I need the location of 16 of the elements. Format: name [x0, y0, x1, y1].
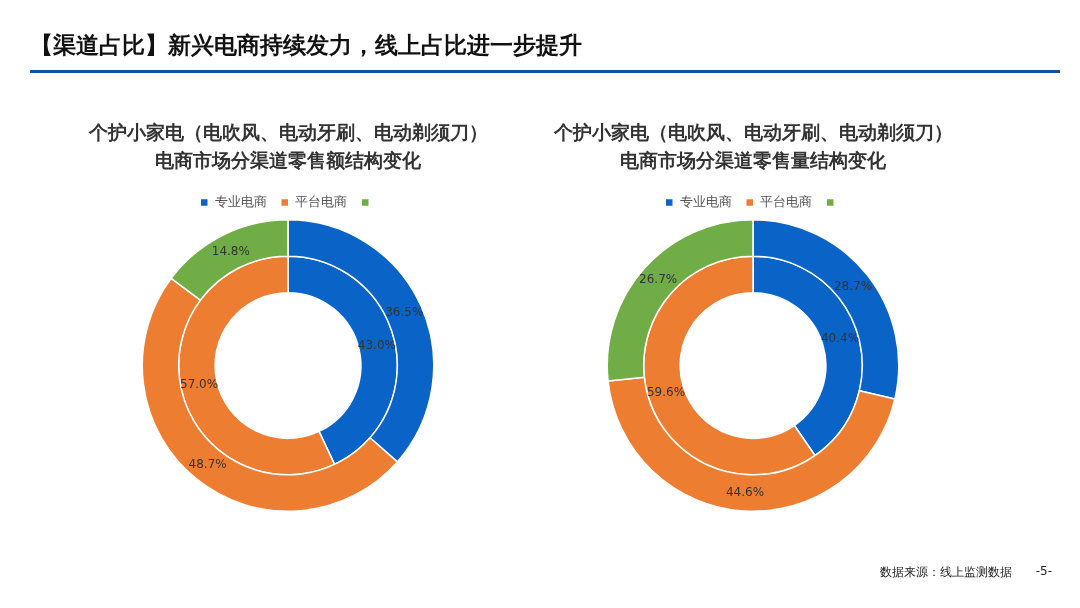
text: -5-	[1035, 564, 1052, 580]
legend-label: 专业电商	[679, 193, 732, 209]
chart-title: 个护小家电（电吹风、电动牙刷、电动剃须刀）电商市场分渠道零售量结构变化	[553, 120, 953, 173]
data-label: 59.6%	[646, 384, 686, 399]
data-label: 14.8%	[211, 243, 250, 258]
legend-label: 平台电商	[295, 193, 348, 209]
text: 【渠道占比】新兴电商持续发力，线上占比进一步提升	[30, 31, 582, 60]
legend-label: 平台电商	[760, 193, 813, 209]
data-label: 36.5%	[385, 305, 424, 320]
legend-label: 专业电商	[214, 193, 267, 209]
data-label: 48.7%	[188, 456, 227, 471]
data-label: 44.6%	[725, 484, 765, 499]
chart-title: 个护小家电（电吹风、电动牙刷、电动剃须刀）电商市场分渠道零售额结构变化	[88, 120, 488, 173]
data-label: 28.7%	[833, 278, 873, 293]
source-note: 数据来源：线上监测数据	[879, 564, 1012, 581]
data-label: 26.7%	[639, 272, 678, 287]
